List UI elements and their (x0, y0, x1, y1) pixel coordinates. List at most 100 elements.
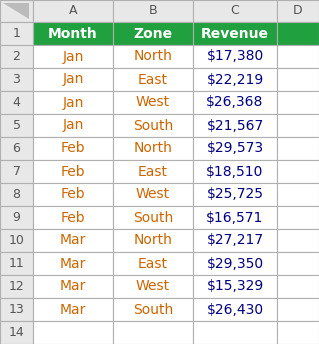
Bar (193, 91, 277, 114)
Bar (33, 160, 113, 183)
Text: 10: 10 (9, 234, 25, 247)
Bar (33, 229, 113, 252)
Bar (33, 68, 113, 91)
Text: $21,567: $21,567 (206, 118, 263, 132)
Text: B: B (149, 4, 157, 18)
Text: Month: Month (48, 26, 98, 41)
Polygon shape (3, 3, 29, 19)
Bar (33, 252, 113, 275)
Bar (113, 298, 193, 321)
Bar (193, 275, 277, 298)
Text: West: West (136, 187, 170, 202)
Bar (33, 298, 113, 321)
Text: West: West (136, 279, 170, 293)
Bar (277, 0, 319, 22)
Bar (277, 183, 319, 206)
Bar (193, 160, 277, 183)
Bar (113, 321, 193, 344)
Bar (0, 321, 33, 344)
Bar (277, 22, 319, 45)
Text: $26,368: $26,368 (206, 96, 264, 109)
Text: Mar: Mar (60, 257, 86, 270)
Bar (193, 252, 277, 275)
Text: 2: 2 (12, 50, 20, 63)
Text: Feb: Feb (61, 141, 85, 155)
Bar (0, 298, 33, 321)
Bar (0, 45, 33, 68)
Bar (0, 206, 33, 229)
Bar (113, 252, 193, 275)
Text: $15,329: $15,329 (206, 279, 263, 293)
Bar (193, 229, 277, 252)
Bar (0, 91, 33, 114)
Bar (277, 252, 319, 275)
Bar (0, 183, 33, 206)
Text: 1: 1 (12, 27, 20, 40)
Bar (277, 229, 319, 252)
Text: 5: 5 (12, 119, 20, 132)
Bar (33, 137, 113, 160)
Text: $22,219: $22,219 (206, 73, 263, 86)
Text: 13: 13 (9, 303, 24, 316)
Bar (277, 91, 319, 114)
Bar (0, 275, 33, 298)
Bar (193, 45, 277, 68)
Text: West: West (136, 96, 170, 109)
Text: East: East (138, 164, 168, 179)
Bar (0, 137, 33, 160)
Bar (277, 68, 319, 91)
Text: 14: 14 (9, 326, 24, 339)
Bar (193, 206, 277, 229)
Bar (193, 137, 277, 160)
Text: South: South (133, 118, 173, 132)
Bar (193, 298, 277, 321)
Bar (113, 45, 193, 68)
Text: South: South (133, 302, 173, 316)
Text: Jan: Jan (62, 50, 84, 64)
Bar (193, 0, 277, 22)
Text: East: East (138, 257, 168, 270)
Bar (0, 68, 33, 91)
Text: 6: 6 (12, 142, 20, 155)
Bar (113, 22, 193, 45)
Bar (33, 114, 113, 137)
Bar (33, 183, 113, 206)
Bar (193, 22, 277, 45)
Bar (113, 137, 193, 160)
Bar (33, 206, 113, 229)
Text: Feb: Feb (61, 211, 85, 225)
Bar (113, 0, 193, 22)
Bar (277, 298, 319, 321)
Bar (193, 68, 277, 91)
Text: $16,571: $16,571 (206, 211, 264, 225)
Text: D: D (293, 4, 303, 18)
Bar (113, 160, 193, 183)
Text: Jan: Jan (62, 96, 84, 109)
Bar (113, 91, 193, 114)
Bar (113, 68, 193, 91)
Bar (0, 114, 33, 137)
Text: Jan: Jan (62, 73, 84, 86)
Text: $26,430: $26,430 (206, 302, 263, 316)
Text: Mar: Mar (60, 279, 86, 293)
Text: North: North (134, 50, 173, 64)
Text: 4: 4 (12, 96, 20, 109)
Bar (277, 45, 319, 68)
Text: East: East (138, 73, 168, 86)
Text: Revenue: Revenue (201, 26, 269, 41)
Bar (33, 275, 113, 298)
Text: Zone: Zone (133, 26, 173, 41)
Text: $29,573: $29,573 (206, 141, 263, 155)
Text: Mar: Mar (60, 302, 86, 316)
Text: North: North (134, 234, 173, 247)
Text: 3: 3 (12, 73, 20, 86)
Text: $27,217: $27,217 (206, 234, 263, 247)
Text: $18,510: $18,510 (206, 164, 264, 179)
Bar (113, 229, 193, 252)
Text: 8: 8 (12, 188, 20, 201)
Text: South: South (133, 211, 173, 225)
Bar (277, 206, 319, 229)
Bar (33, 91, 113, 114)
Bar (277, 275, 319, 298)
Text: 12: 12 (9, 280, 24, 293)
